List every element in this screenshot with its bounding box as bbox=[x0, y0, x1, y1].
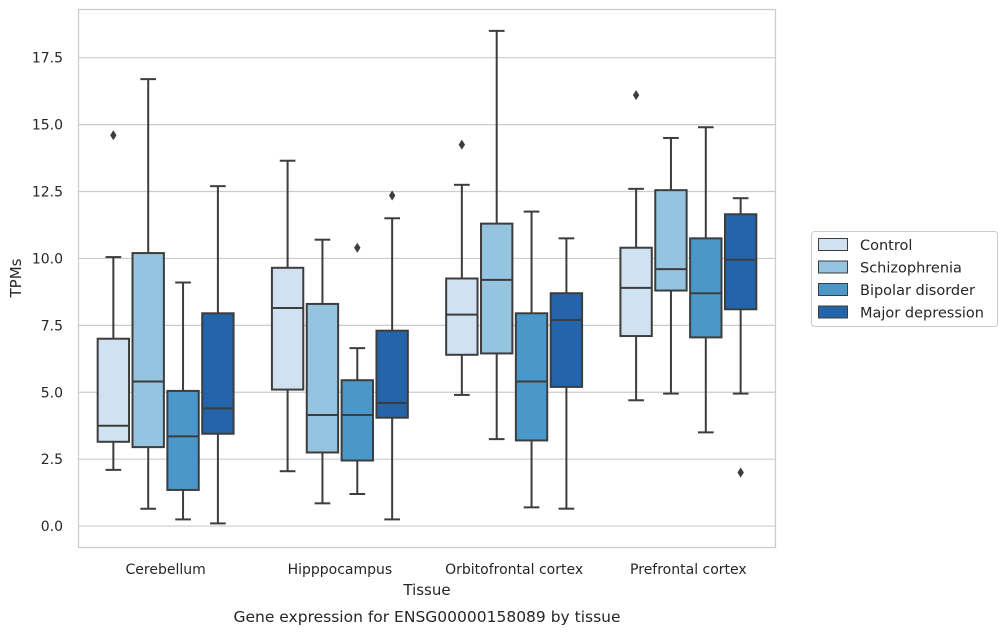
legend-frame bbox=[811, 231, 998, 327]
box-major-depression bbox=[549, 237, 584, 510]
legend-entry: Schizophrenia bbox=[860, 261, 962, 277]
y-tick-label: 7.5 bbox=[41, 318, 63, 334]
box-iqr bbox=[305, 302, 340, 454]
y-axis-ticks: 0.0 2.5 5.0 7.5 10.0 12.5 15.0 17.5 bbox=[32, 51, 63, 535]
x-tick-label: Cerebellum bbox=[126, 562, 206, 578]
legend-entry: Control bbox=[860, 238, 912, 254]
legend-entry: Bipolar disorder bbox=[860, 283, 975, 299]
y-tick-label: 5.0 bbox=[41, 385, 63, 401]
box-iqr bbox=[340, 379, 374, 462]
box-iqr bbox=[549, 292, 584, 388]
y-tick-label: 17.5 bbox=[32, 51, 63, 67]
x-tick-label: Orbitofrontal cortex bbox=[445, 562, 583, 578]
box-control bbox=[619, 90, 653, 402]
outlier-point bbox=[388, 190, 396, 201]
outlier-point bbox=[737, 467, 744, 478]
box-major-depression bbox=[375, 190, 409, 521]
legend-swatch bbox=[818, 238, 848, 251]
box-control bbox=[270, 159, 305, 473]
box-iqr bbox=[480, 222, 514, 355]
box-bipolar-disorder bbox=[340, 242, 374, 495]
x-tick-label: Hipppocampus bbox=[288, 562, 393, 578]
box-iqr bbox=[375, 329, 409, 419]
box-control bbox=[445, 139, 479, 396]
y-tick-label: 15.0 bbox=[32, 118, 63, 134]
box-schizophrenia bbox=[654, 136, 688, 395]
box-major-depression bbox=[723, 197, 758, 478]
box-iqr bbox=[166, 389, 200, 491]
x-tick-label: Prefrontal cortex bbox=[630, 562, 747, 578]
box-iqr bbox=[445, 277, 479, 356]
box-major-depression bbox=[201, 185, 235, 525]
box-control bbox=[96, 130, 131, 471]
box-iqr bbox=[689, 237, 723, 339]
legend-swatch bbox=[818, 305, 848, 319]
box-iqr bbox=[723, 213, 758, 311]
box-iqr bbox=[619, 246, 653, 338]
y-axis-label: TPMs bbox=[7, 258, 25, 298]
outlier-point bbox=[354, 242, 361, 253]
x-axis-label: Tissue bbox=[402, 581, 450, 599]
box-iqr bbox=[131, 252, 165, 449]
legend-entry: Major depression bbox=[860, 306, 984, 322]
box-schizophrenia bbox=[131, 78, 165, 510]
legend: Control Schizophrenia Bipolar disorder Majo… bbox=[811, 231, 998, 327]
box-iqr bbox=[201, 312, 235, 435]
box-schizophrenia bbox=[480, 29, 514, 441]
y-tick-label: 10.0 bbox=[32, 251, 63, 267]
box-bipolar-disorder bbox=[166, 281, 200, 521]
legend-swatch bbox=[818, 260, 848, 274]
outlier-point bbox=[110, 130, 117, 141]
chart-caption: Gene expression for ENSG00000158089 by t… bbox=[233, 608, 620, 626]
legend-swatch bbox=[818, 283, 848, 296]
y-tick-label: 2.5 bbox=[41, 452, 63, 468]
y-tick-label: 0.0 bbox=[41, 519, 63, 535]
box-bipolar-disorder bbox=[689, 126, 723, 434]
box-iqr bbox=[654, 189, 688, 292]
outlier-point bbox=[632, 90, 640, 101]
box-plots bbox=[96, 29, 758, 525]
x-axis-ticks: Cerebellum Hipppocampus Orbitofrontal cort… bbox=[126, 562, 747, 578]
box-iqr bbox=[514, 312, 549, 442]
box-schizophrenia bbox=[305, 238, 340, 505]
plot-area-frame bbox=[77, 8, 777, 549]
box-iqr bbox=[270, 266, 305, 391]
y-tick-label: 12.5 bbox=[32, 185, 63, 201]
outlier-point bbox=[458, 139, 466, 150]
box-iqr bbox=[96, 337, 131, 443]
box-bipolar-disorder bbox=[514, 210, 549, 509]
